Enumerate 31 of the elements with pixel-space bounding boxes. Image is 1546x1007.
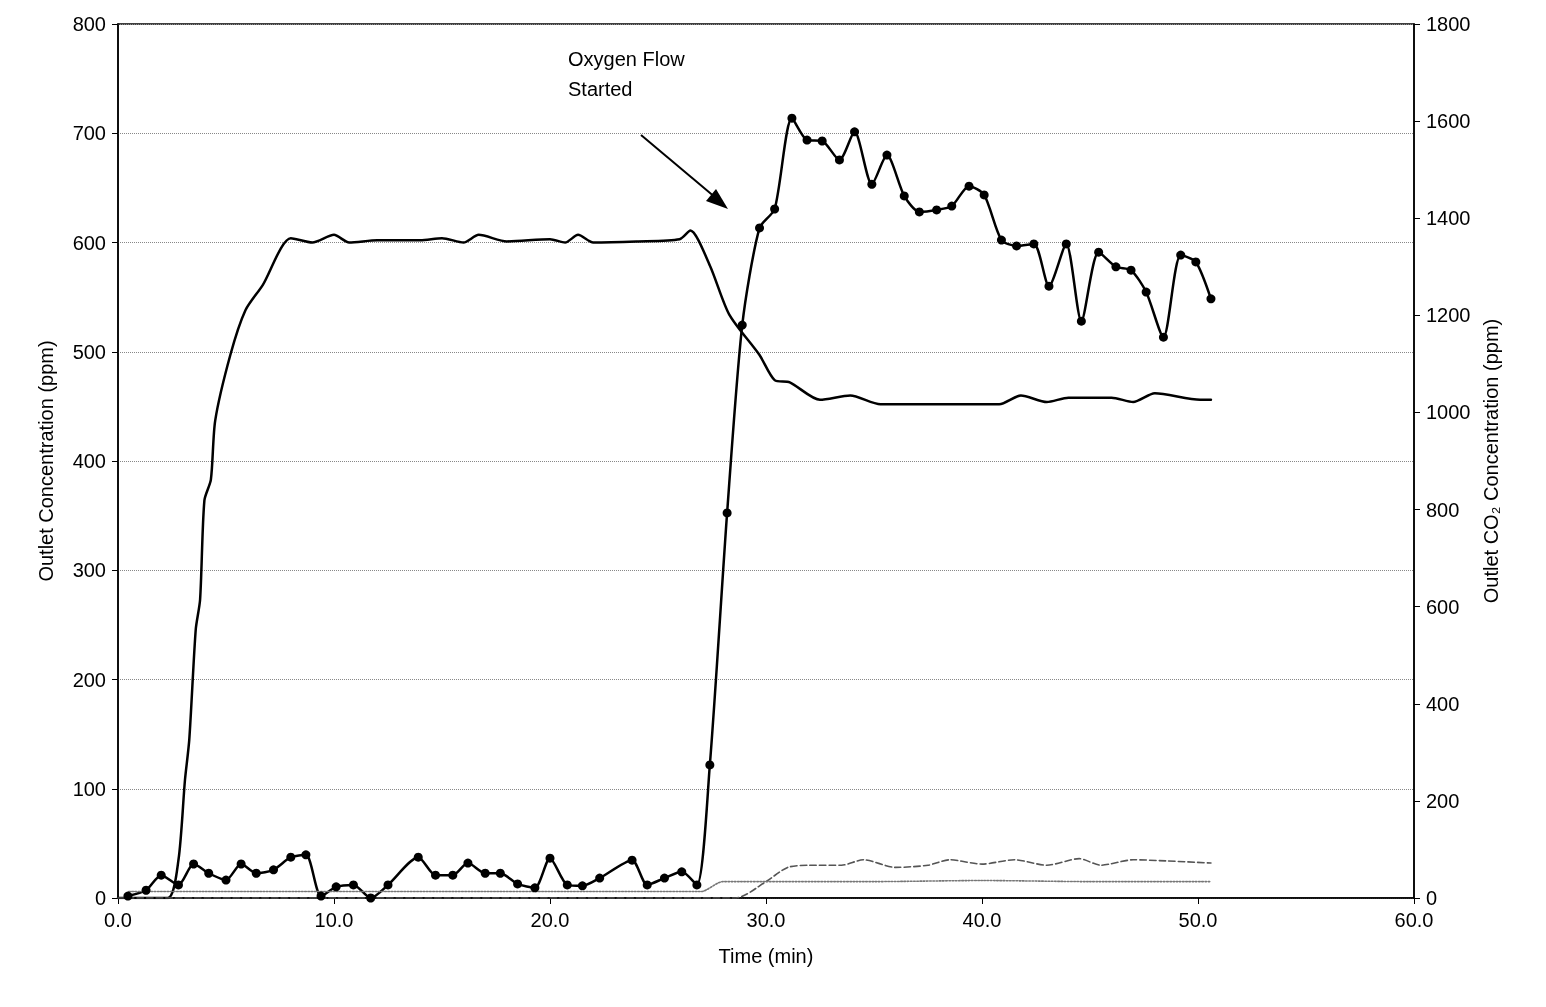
y2-tick-label: 1800 bbox=[1426, 13, 1471, 35]
y-tick-label: 500 bbox=[72, 340, 106, 363]
x-tick-label: 20.0 bbox=[530, 909, 570, 931]
y-tick-label: 100 bbox=[72, 777, 106, 800]
x-tick-label: 10.0 bbox=[314, 909, 354, 931]
y-tick-label: 0 bbox=[94, 887, 106, 909]
y2-tick-label: 1600 bbox=[1426, 110, 1471, 133]
y2-tick-label: 0 bbox=[1426, 887, 1438, 909]
x-tick-label: 40.0 bbox=[962, 909, 1002, 931]
x-tick-label: 30.0 bbox=[746, 909, 786, 931]
y2-tick-label: 600 bbox=[1426, 595, 1460, 618]
y2-tick-label: 1200 bbox=[1426, 304, 1471, 327]
x-tick-label: 60.0 bbox=[1394, 909, 1434, 931]
y-tick-label: 400 bbox=[72, 450, 106, 472]
line-series bbox=[117, 857, 1212, 899]
y2-tick-label: 800 bbox=[1426, 498, 1460, 521]
y-axis-title: Outlet Concentration (ppm) bbox=[35, 340, 57, 582]
y2-axis-title: Outlet CO₂ Concentration (ppm) bbox=[1480, 318, 1503, 604]
x-tick-label: 0.0 bbox=[104, 909, 132, 931]
y-tick-label: 200 bbox=[72, 668, 106, 691]
y2-tick-label: 200 bbox=[1426, 789, 1460, 812]
y-tick-label: 300 bbox=[72, 559, 106, 582]
x-tick-label: 50.0 bbox=[1178, 909, 1218, 931]
annotation: Oxygen Flow Started bbox=[568, 48, 691, 100]
y-tick-label: 700 bbox=[72, 122, 106, 145]
y2-tick-label: 1400 bbox=[1426, 207, 1471, 230]
x-axis-title: Time (min) bbox=[718, 945, 814, 967]
y-tick-label: 800 bbox=[72, 13, 106, 35]
y2-tick-label: 400 bbox=[1426, 692, 1460, 715]
y-tick-label: 600 bbox=[72, 231, 106, 254]
y2-tick-label: 1000 bbox=[1426, 401, 1471, 424]
